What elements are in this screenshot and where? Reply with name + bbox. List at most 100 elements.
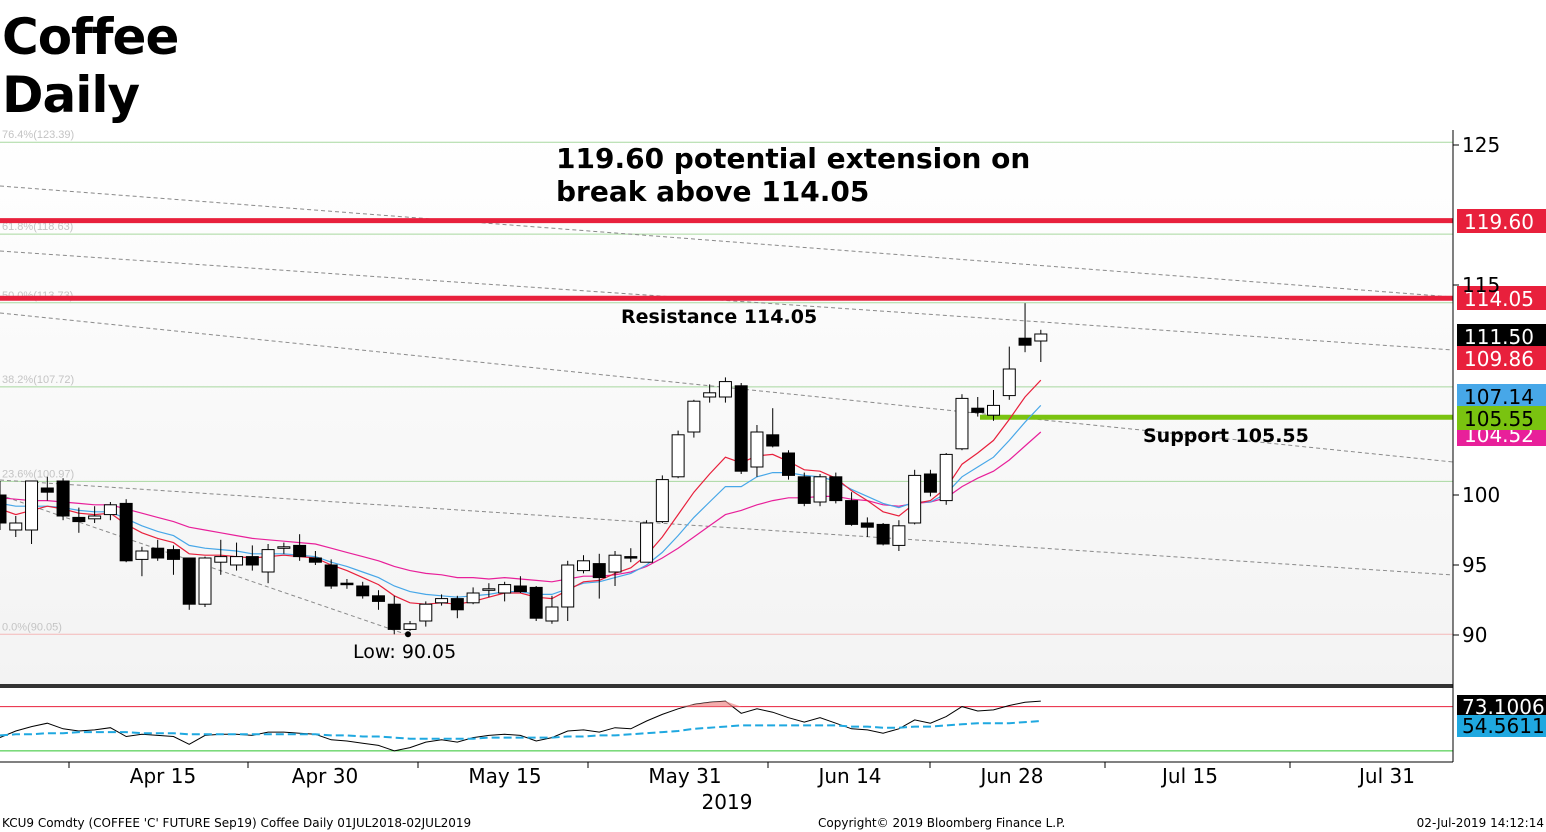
price-tag-box — [1457, 346, 1546, 370]
candle-body — [103, 504, 117, 516]
x-tick-label: Jun 14 — [816, 764, 881, 788]
candle-body — [892, 525, 906, 546]
annotation-line-1: 119.60 potential extension on — [556, 142, 1030, 175]
rsi-signal-tag-label: 54.5611 — [1462, 714, 1545, 738]
candle-body — [592, 563, 606, 579]
candle-body — [1018, 337, 1032, 346]
support-label: Support 105.55 — [1143, 425, 1309, 447]
footer-copyright: Copyright© 2019 Bloomberg Finance L.P. — [818, 816, 1066, 830]
x-tick-label: Apr 15 — [130, 764, 196, 788]
candle-body — [766, 434, 780, 447]
fib-label: 0.0%(90.05) — [2, 621, 62, 633]
price-tag-box — [1457, 406, 1546, 430]
candle-body — [198, 557, 212, 605]
trend-line — [0, 479, 1454, 576]
chart-title-line-2: Daily — [2, 66, 140, 124]
candle-body — [308, 557, 322, 563]
candle-body — [340, 582, 354, 586]
candle-body — [371, 595, 385, 602]
candle-body — [529, 586, 543, 619]
low-marker — [405, 631, 411, 638]
candle-body — [797, 476, 811, 504]
footer-timestamp: 02-Jul-2019 14:12:14 — [1416, 816, 1544, 830]
price-tag-label: 119.60 — [1464, 210, 1534, 234]
candle-body — [829, 476, 843, 502]
price-tag-box — [1457, 209, 1546, 233]
candle-body — [25, 480, 39, 531]
candle-body — [245, 556, 259, 566]
y-tick-label: 90 — [1462, 623, 1487, 647]
plot-background — [0, 130, 1453, 685]
candle-body — [498, 584, 512, 594]
candle-body — [734, 385, 748, 472]
candle-body — [640, 522, 654, 563]
candle-body — [166, 549, 180, 560]
footer-ticker: KCU9 Comdty (COFFEE 'C' FUTURE Sep19) Co… — [2, 816, 472, 830]
price-tag-label: 105.55 — [1464, 407, 1534, 431]
rsi-overbought-area — [678, 701, 789, 707]
price-tag-label: 114.05 — [1464, 287, 1534, 311]
candle-body — [182, 557, 196, 605]
candle-body — [435, 598, 449, 604]
candle-body — [782, 452, 795, 476]
candle-body — [987, 404, 1001, 416]
candle-body — [971, 407, 985, 413]
candle-body — [88, 515, 102, 520]
candle-body — [687, 400, 701, 433]
trend-line — [0, 494, 409, 636]
fib-label: 76.4%(123.39) — [2, 129, 74, 141]
candle-body — [703, 392, 717, 398]
candle-body — [845, 500, 859, 525]
candle-body — [419, 603, 433, 622]
candle-body — [923, 473, 937, 493]
candle-body — [655, 479, 669, 523]
candle-body — [135, 550, 149, 560]
x-year-label: 2019 — [702, 790, 753, 814]
x-tick-label: Apr 30 — [292, 764, 358, 788]
candle-body — [608, 554, 622, 573]
candle-body — [119, 502, 133, 562]
price-tag-label: 111.50 — [1464, 325, 1534, 349]
candle-body — [324, 564, 338, 587]
y-tick-label: 125 — [1462, 133, 1500, 157]
annotation-line-2: break above 114.05 — [556, 175, 869, 208]
candle-body — [513, 585, 527, 593]
x-tick-label: Jun 28 — [978, 764, 1043, 788]
candle-body — [939, 453, 953, 502]
x-tick-label: Jul 31 — [1357, 764, 1415, 788]
candle-body — [293, 544, 307, 558]
candle-body — [214, 556, 228, 563]
price-tag-box — [1457, 384, 1546, 408]
candle-body — [624, 556, 638, 559]
candle-body — [908, 474, 922, 524]
rsi-line — [0, 700, 1041, 752]
candle-body — [545, 606, 559, 622]
y-tick-label: 115 — [1462, 273, 1500, 297]
x-tick-label: May 31 — [648, 764, 721, 788]
candle-body — [813, 476, 827, 503]
rsi-signal-tag-box — [1457, 715, 1546, 737]
price-tag-box — [1457, 286, 1546, 310]
candle-body — [671, 434, 685, 478]
fib-label: 38.2%(107.72) — [2, 374, 74, 386]
candle-body — [56, 480, 70, 517]
candle-body — [72, 516, 86, 523]
x-tick-label: May 15 — [468, 764, 541, 788]
low-label: Low: 90.05 — [353, 641, 456, 663]
price-tag-label: 109.86 — [1464, 347, 1534, 371]
candle-body — [561, 564, 575, 608]
trend-line — [0, 185, 1454, 298]
candle-body — [750, 431, 764, 468]
fib-label: 23.6%(100.97) — [2, 468, 74, 480]
chart-title-line-1: Coffee — [2, 8, 179, 66]
fib-label: 61.8%(118.63) — [2, 221, 73, 233]
candle-body — [277, 546, 291, 549]
candle-body — [261, 549, 275, 573]
candle-body — [387, 603, 401, 630]
y-tick-label: 95 — [1462, 553, 1487, 577]
price-tag-box — [1457, 324, 1546, 348]
x-tick-label: Jul 15 — [1160, 764, 1218, 788]
resistance-label: Resistance 114.05 — [621, 306, 817, 328]
candle-body — [0, 494, 7, 524]
